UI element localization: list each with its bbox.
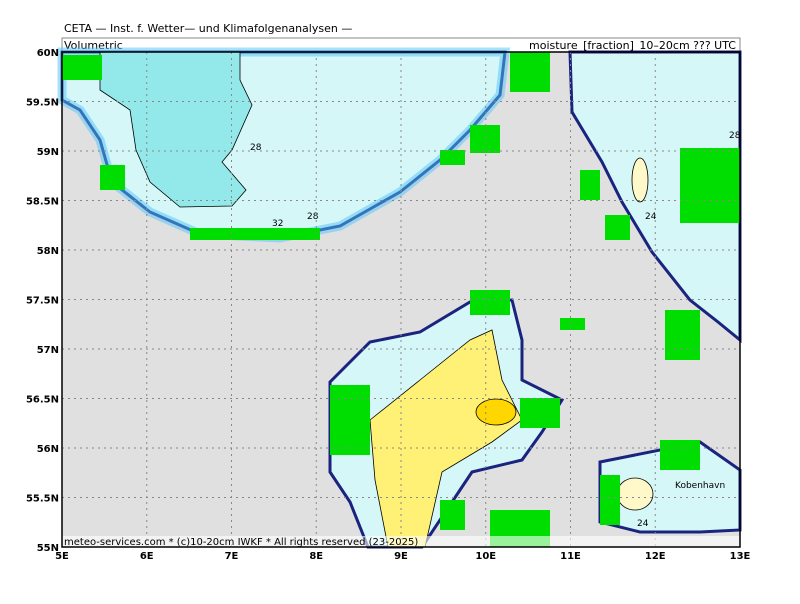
y-tick-label: 58.5N xyxy=(26,197,59,208)
map-frame xyxy=(61,51,741,548)
land-patch xyxy=(470,290,510,315)
x-tick-label: 9E xyxy=(394,551,408,562)
land-patch xyxy=(62,55,102,80)
header-title: CETA — Inst. f. Wetter— und Klimafolgena… xyxy=(64,22,352,35)
x-tick-label: 10E xyxy=(475,551,496,562)
footer: meteo-services.com * (c)10-20cm IWKF * A… xyxy=(64,537,418,548)
land-patch xyxy=(680,148,740,223)
moist-zone xyxy=(99,51,253,208)
y-tick-label: 59N xyxy=(37,147,59,158)
y-tick-label: 57.5N xyxy=(26,296,59,307)
contour-label: 28 xyxy=(250,143,262,153)
contour-label: 24 xyxy=(637,519,649,529)
dry-zone xyxy=(616,477,654,511)
y-tick-label: 56.5N xyxy=(26,395,59,406)
y-tick-label: 60N xyxy=(37,48,59,59)
land-patch xyxy=(440,150,465,165)
x-tick-label: 7E xyxy=(225,551,239,562)
dry-zone xyxy=(369,329,523,548)
land-patch xyxy=(470,125,500,153)
x-tick-label: 6E xyxy=(140,551,154,562)
land-patch xyxy=(510,52,550,92)
y-tick-label: 55N xyxy=(37,543,59,554)
contour-label: 24 xyxy=(645,212,657,222)
very-dry-zone xyxy=(475,398,517,426)
land-patch xyxy=(440,500,465,530)
land-patch xyxy=(330,385,370,455)
contour-label: 32 xyxy=(272,219,283,229)
land-patch xyxy=(190,228,320,240)
y-tick-label: 55.5N xyxy=(26,494,59,505)
y-tick-label: 59.5N xyxy=(26,98,59,109)
x-tick-label: 11E xyxy=(560,551,581,562)
contour-label: 28 xyxy=(307,212,319,222)
grid xyxy=(62,52,740,547)
y-tick-label: 57N xyxy=(37,345,59,356)
land-patches xyxy=(62,52,700,547)
contour-label: 28 xyxy=(729,131,741,141)
y-tick-label: 56N xyxy=(37,444,59,455)
x-tick-label: 13E xyxy=(730,551,751,562)
footer-box xyxy=(62,536,740,547)
land-patch xyxy=(560,318,585,330)
header-right: moisture_[fraction]_10–20cm ??? UTC xyxy=(529,39,736,52)
x-tick-label: 8E xyxy=(309,551,323,562)
land-patch xyxy=(660,440,700,470)
x-tick-label: 12E xyxy=(645,551,666,562)
city-label: Kobenhavn xyxy=(675,481,725,491)
land-patch xyxy=(605,215,630,240)
land-patch xyxy=(580,170,600,200)
dry-zone xyxy=(631,157,649,203)
y-tick-label: 58N xyxy=(37,246,59,257)
land-patch xyxy=(100,165,125,190)
land-patch xyxy=(665,310,700,360)
x-tick-label: 5E xyxy=(55,551,69,562)
land-patch xyxy=(600,475,620,525)
land-patch xyxy=(520,398,560,428)
